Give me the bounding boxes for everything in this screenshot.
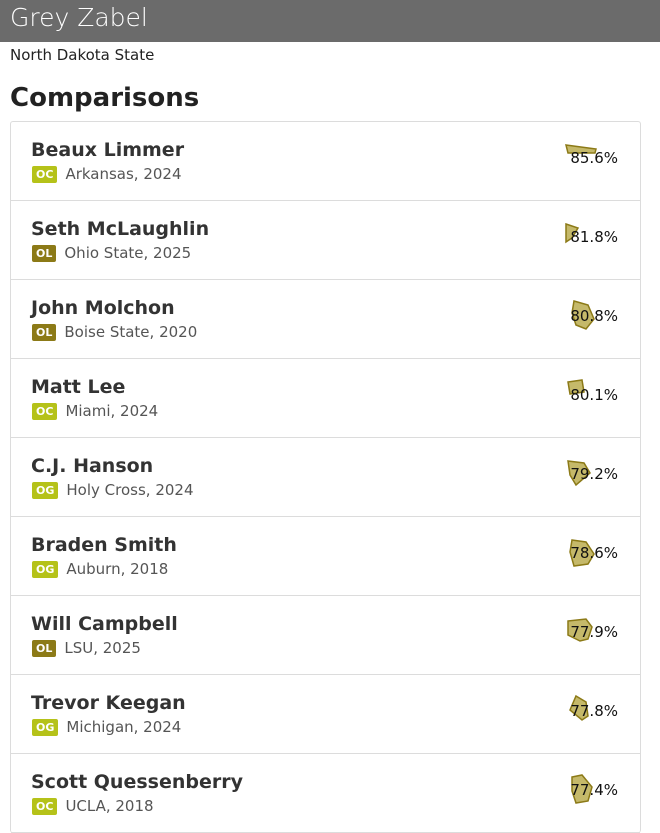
comparison-row[interactable]: Will Campbell OL LSU, 2025 77.9%: [11, 596, 640, 675]
similarity-percent: 77.9%: [570, 623, 618, 641]
player-meta: LSU, 2025: [64, 639, 141, 657]
player-school: North Dakota State: [10, 46, 155, 64]
similarity-score: 78.6%: [562, 534, 618, 574]
player-info: OC Arkansas, 2024: [32, 165, 182, 183]
position-badge: OL: [32, 244, 57, 262]
position-badge: OL: [32, 639, 57, 657]
position-badge: OC: [32, 402, 58, 420]
player-info: OG Auburn, 2018: [32, 560, 168, 578]
similarity-percent: 77.8%: [570, 702, 618, 720]
radar-shape-icon: [567, 618, 593, 642]
radar-shape-icon: [565, 222, 580, 244]
similarity-percent: 81.8%: [570, 228, 618, 246]
similarity-percent: 79.2%: [570, 465, 618, 483]
player-meta: Ohio State, 2025: [64, 244, 192, 262]
position-badge: OC: [32, 165, 58, 183]
player-name[interactable]: Will Campbell: [31, 613, 178, 635]
player-name[interactable]: C.J. Hanson: [31, 455, 154, 477]
comparison-row[interactable]: Braden Smith OG Auburn, 2018 78.6%: [11, 517, 640, 596]
player-meta: Boise State, 2020: [64, 323, 198, 341]
player-name[interactable]: Scott Quessenberry: [31, 771, 243, 793]
player-name[interactable]: Braden Smith: [31, 534, 177, 556]
similarity-percent: 78.6%: [570, 544, 618, 562]
radar-shape-icon: [567, 460, 591, 487]
radar-shape-icon: [571, 300, 595, 330]
position-badge: OG: [32, 481, 59, 499]
comparison-list: Beaux Limmer OC Arkansas, 2024 85.6% Set…: [10, 121, 641, 833]
player-info: OG Holy Cross, 2024: [32, 481, 194, 499]
similarity-score: 77.4%: [562, 771, 618, 811]
position-badge: OG: [32, 560, 59, 578]
page-title: Grey Zabel: [0, 0, 660, 42]
similarity-score: 80.1%: [562, 376, 618, 416]
position-badge: OL: [32, 323, 57, 341]
position-badge: OC: [32, 797, 58, 815]
player-name[interactable]: Matt Lee: [31, 376, 126, 398]
comparison-row[interactable]: Matt Lee OC Miami, 2024 80.1%: [11, 359, 640, 438]
comparison-row[interactable]: Trevor Keegan OG Michigan, 2024 77.8%: [11, 675, 640, 754]
section-heading: Comparisons: [10, 83, 200, 113]
radar-shape-icon: [567, 379, 585, 395]
player-info: OL LSU, 2025: [32, 639, 141, 657]
player-info: OL Boise State, 2020: [32, 323, 197, 341]
player-meta: Miami, 2024: [65, 402, 159, 420]
similarity-score: 80.8%: [562, 297, 618, 337]
player-meta: Holy Cross, 2024: [66, 481, 194, 499]
player-meta: Arkansas, 2024: [65, 165, 182, 183]
player-meta: UCLA, 2018: [65, 797, 154, 815]
similarity-score: 77.8%: [562, 692, 618, 732]
player-name[interactable]: John Molchon: [31, 297, 175, 319]
player-meta: Auburn, 2018: [66, 560, 169, 578]
similarity-percent: 85.6%: [570, 149, 618, 167]
player-info: OC Miami, 2024: [32, 402, 158, 420]
radar-shape-icon: [571, 774, 593, 804]
similarity-score: 81.8%: [562, 218, 618, 258]
player-name[interactable]: Seth McLaughlin: [31, 218, 210, 240]
player-name[interactable]: Beaux Limmer: [31, 139, 185, 161]
radar-shape-icon: [569, 694, 589, 721]
player-name[interactable]: Trevor Keegan: [31, 692, 186, 714]
similarity-score: 77.9%: [562, 613, 618, 653]
comparison-row[interactable]: Seth McLaughlin OL Ohio State, 2025 81.8…: [11, 201, 640, 280]
similarity-score: 79.2%: [562, 455, 618, 495]
comparison-row[interactable]: Beaux Limmer OC Arkansas, 2024 85.6%: [11, 122, 640, 201]
similarity-percent: 80.8%: [570, 307, 618, 325]
comparison-row[interactable]: Scott Quessenberry OC UCLA, 2018 77.4%: [11, 754, 640, 833]
position-badge: OG: [32, 718, 59, 736]
comparison-row[interactable]: C.J. Hanson OG Holy Cross, 2024 79.2%: [11, 438, 640, 517]
similarity-score: 85.6%: [562, 139, 618, 179]
player-info: OC UCLA, 2018: [32, 797, 154, 815]
similarity-percent: 77.4%: [570, 781, 618, 799]
player-meta: Michigan, 2024: [66, 718, 182, 736]
player-info: OL Ohio State, 2025: [32, 244, 191, 262]
radar-shape-icon: [565, 144, 597, 154]
comparison-row[interactable]: John Molchon OL Boise State, 2020 80.8%: [11, 280, 640, 359]
radar-shape-icon: [569, 539, 595, 567]
similarity-percent: 80.1%: [570, 386, 618, 404]
player-info: OG Michigan, 2024: [32, 718, 181, 736]
